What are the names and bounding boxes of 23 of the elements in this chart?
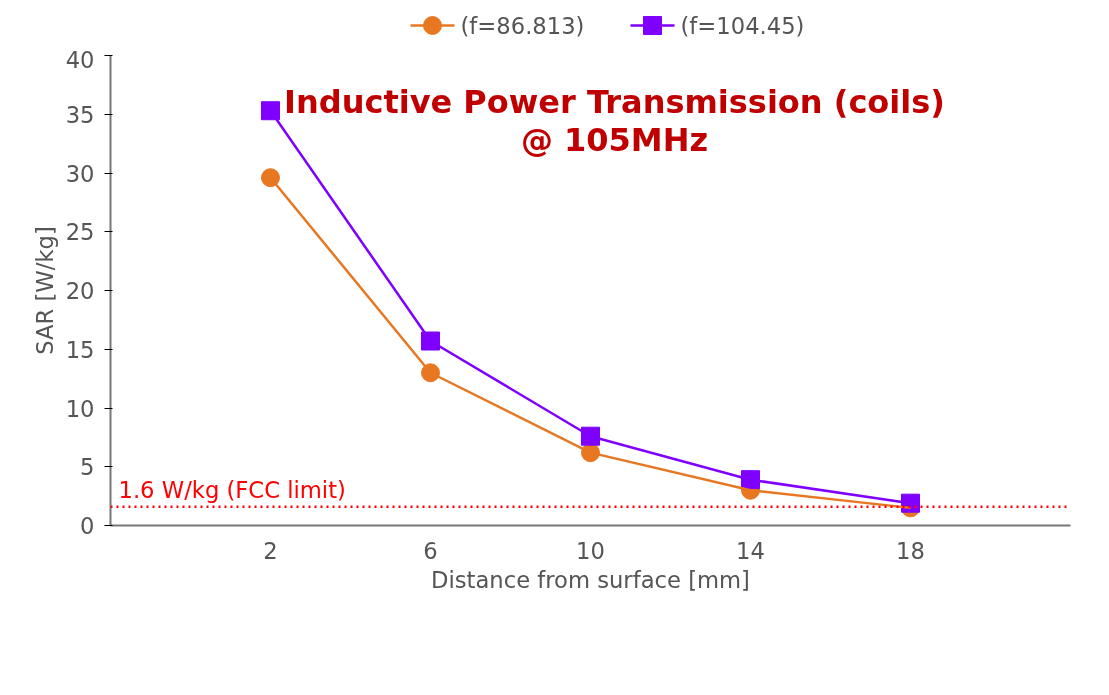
x-tick-label: 14	[736, 537, 765, 564]
y-tick-label: 40	[65, 46, 95, 73]
point	[261, 168, 280, 188]
ref-line-label: 1.6 W/kg (FCC limit)	[118, 476, 346, 503]
legend-label: (f=104.45)	[680, 12, 805, 39]
x-axis-title: Distance from surface [mm]	[431, 566, 750, 593]
y-tick-label: 25	[65, 219, 95, 246]
y-tick-label: 30	[65, 160, 95, 187]
text: Inductive Power Transmission (coils) @ 105MHz	[284, 82, 945, 159]
y-axis-title: SAR [W/kg]	[31, 226, 58, 355]
x-tick-label: 2	[263, 537, 278, 564]
x-tick-label: 10	[576, 537, 605, 564]
x-tick-label: 6	[423, 537, 438, 564]
y-tick-label: 20	[65, 278, 95, 304]
y-tick-label: 15	[65, 336, 95, 363]
point	[421, 331, 440, 351]
y-tick-label: 10	[65, 395, 95, 422]
x-tick-label: 18	[896, 537, 925, 564]
legend-label: (f=86.813)	[460, 12, 585, 39]
y-tick-label: 0	[80, 513, 95, 539]
y-tick-label: 5	[80, 454, 95, 481]
y-tick-label: 35	[65, 101, 95, 128]
point	[261, 101, 280, 121]
